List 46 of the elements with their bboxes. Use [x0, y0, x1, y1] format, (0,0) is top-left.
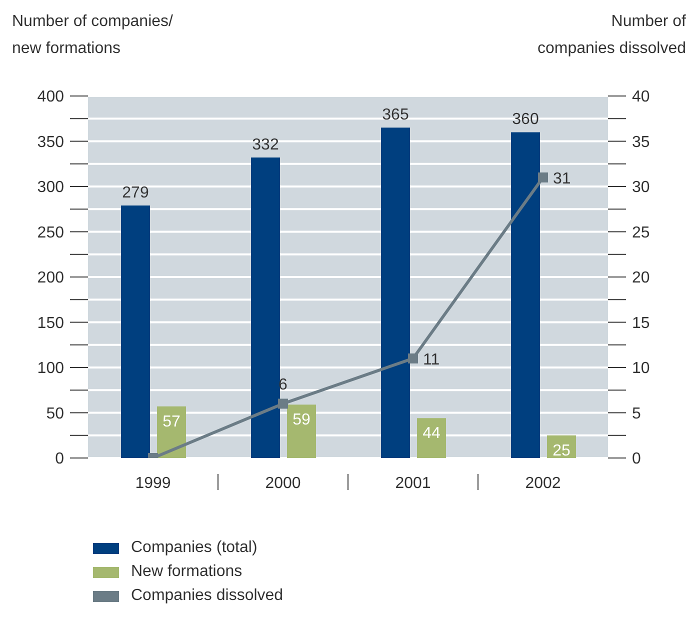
data-label: 59	[292, 412, 310, 429]
bar	[417, 418, 446, 458]
y-tick-label: 350	[37, 134, 64, 151]
y2-tick-label: 20	[632, 270, 650, 287]
y-tick-label: 250	[37, 224, 64, 242]
x-tick-label: 2000	[265, 475, 301, 492]
data-label: 365	[382, 106, 409, 124]
y2-tick-label: 40	[632, 88, 650, 106]
data-label: 31	[553, 170, 571, 188]
y2-axis-title: Number of companies dissolved	[537, 12, 686, 59]
y2-tick-label: 10	[632, 360, 650, 378]
x-tick-label: 2001	[395, 475, 431, 492]
data-label: 57	[162, 413, 180, 430]
y-axis-title: Number of companies/ new formations	[12, 12, 173, 59]
x-tick-label: 1999	[135, 475, 171, 492]
bar	[287, 404, 316, 458]
data-label: 332	[252, 136, 279, 154]
y-tick-label: 400	[37, 88, 64, 106]
data-label: 360	[512, 111, 539, 128]
data-label: 25	[552, 442, 570, 460]
y2-tick-label: 35	[632, 134, 650, 151]
x-tick-label: 2002	[525, 475, 561, 492]
y2-tick-label: 0	[632, 450, 641, 468]
data-label: 11	[423, 351, 440, 368]
point	[538, 172, 548, 182]
bar	[251, 158, 280, 458]
legend-label: Companies dissolved	[131, 587, 284, 605]
y-tick-label: 50	[46, 405, 64, 422]
legend-label: Companies (total)	[131, 539, 258, 557]
y-tick-label: 300	[37, 179, 64, 196]
bar	[381, 128, 410, 458]
bar	[511, 132, 540, 458]
y2-tick-label: 25	[632, 224, 650, 242]
y-tick-label: 200	[37, 270, 64, 287]
y-tick-label: 100	[37, 360, 64, 378]
y-tick-label: 0	[55, 450, 64, 468]
bar	[121, 206, 150, 458]
data-label: 279	[122, 184, 149, 202]
y2-tick-label: 15	[632, 314, 650, 332]
y-tick-label: 150	[37, 314, 64, 332]
point	[278, 398, 288, 409]
point	[408, 353, 418, 364]
legend-label: New formations	[131, 563, 242, 581]
y2-tick-label: 5	[632, 405, 641, 422]
y2-tick-label: 30	[632, 179, 650, 196]
data-label: 44	[422, 425, 440, 442]
